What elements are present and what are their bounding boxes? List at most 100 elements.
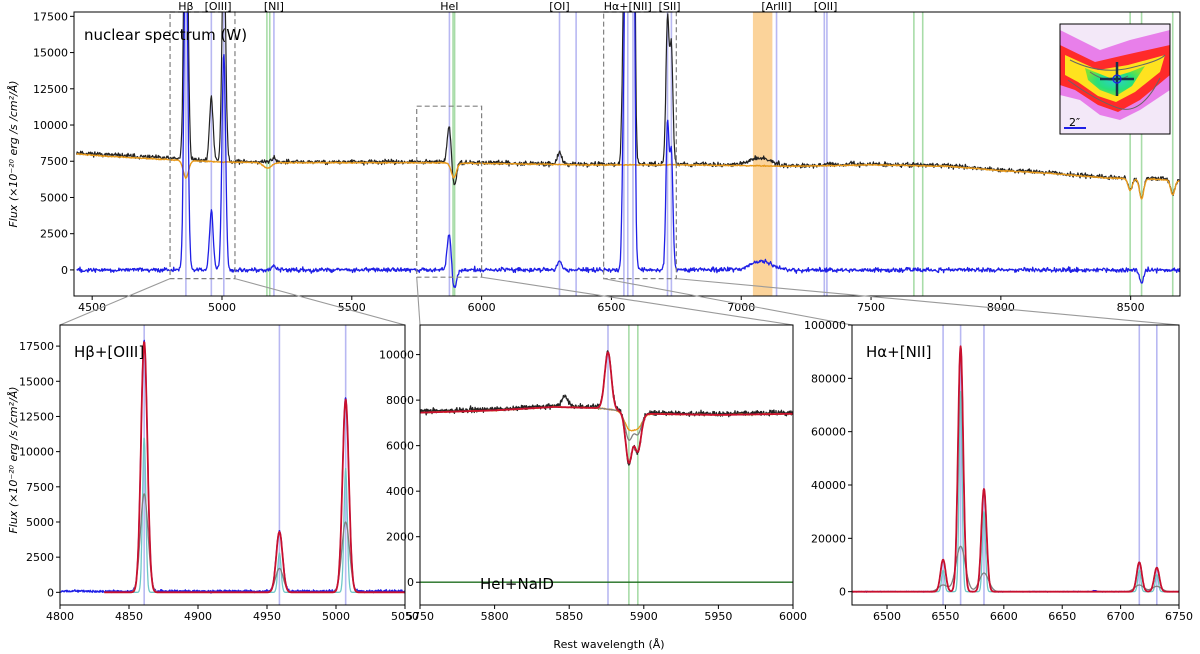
inset-core-region	[1085, 66, 1145, 96]
galaxy-map-inset: 2″	[1059, 23, 1171, 135]
line-label: [OII]	[814, 0, 838, 13]
line-label: HeI	[440, 0, 458, 13]
zoom-connector-right	[481, 276, 794, 326]
x-tick-label: 6600	[990, 610, 1018, 623]
y-tick-label: 0	[407, 576, 414, 589]
top-frame	[73, 11, 1181, 297]
y-tick-label: 15000	[33, 47, 68, 60]
x-tick-label: 5900	[630, 610, 658, 623]
x-tick-label: 4800	[46, 610, 74, 623]
y-tick-label: 12500	[33, 83, 68, 96]
top-panel-title: nuclear spectrum (W)	[84, 26, 247, 44]
zoom-connector-left	[416, 277, 421, 326]
inset-contour-2	[1067, 77, 1161, 110]
bottom-x-axis-label: Rest wavelength (Å)	[553, 638, 664, 651]
y-tick-label: 40000	[811, 479, 846, 492]
x-tick-label: 6000	[468, 301, 496, 314]
y-tick-label: 5000	[40, 191, 68, 204]
x-tick-label: 4900	[184, 610, 212, 623]
hei_naid-title: HeI+NaID	[480, 575, 554, 593]
y-tick-label: 2500	[26, 551, 54, 564]
y-tick-label: 6000	[386, 440, 414, 453]
inset-scale-label: 2″	[1069, 116, 1080, 129]
x-tick-label: 4500	[78, 301, 106, 314]
hei-naid-panel: 5750 5800 5850 5900 5950 6000 0 2000 4000 6000 800…	[379, 324, 807, 623]
line-markers	[185, 12, 1174, 296]
masked-region	[752, 12, 773, 296]
line-markers	[942, 325, 1158, 605]
line-label: [NI]	[264, 0, 284, 13]
y-tick-label: 0	[839, 586, 846, 599]
x-tick-label: 6000	[779, 610, 807, 623]
hb_oiii-frame	[59, 324, 406, 606]
residual-spectrum-line	[76, 12, 1180, 288]
x-tick-label: 5000	[322, 610, 350, 623]
x-tick-label: 5950	[704, 610, 732, 623]
x-tick-label: 5050	[391, 610, 419, 623]
hei_naid-plot-area	[420, 325, 793, 605]
stellar-fit-line	[76, 152, 1180, 200]
nuclear-spectrum-panel: 4500 5000 5500 6000 6500 7000 7500 8000 8500 0 250…	[33, 0, 1181, 314]
ha_nii-frame	[851, 324, 1180, 606]
zoom-connector-right	[234, 278, 406, 326]
bottom-y-axis-label: Flux (×10⁻²⁰ erg /s /cm²/Å)	[7, 386, 20, 533]
x-tick-label: 5750	[406, 610, 434, 623]
zoom-connector-left	[603, 278, 853, 326]
y-tick-label: 7500	[26, 481, 54, 494]
total_fit-line	[103, 341, 405, 594]
x-tick-label: 6700	[1107, 610, 1135, 623]
x-tick-label: 5000	[208, 301, 236, 314]
x-tick-label: 7000	[727, 301, 755, 314]
hei_naid-frame	[419, 324, 794, 606]
y-tick-label: 17500	[33, 10, 68, 23]
y-tick-label: 5000	[26, 516, 54, 529]
y-tick-label: 0	[47, 586, 54, 599]
y-tick-label: 2000	[386, 531, 414, 544]
x-tick-label: 7500	[857, 301, 885, 314]
y-tick-label: 2500	[40, 228, 68, 241]
line-label: [OIII]	[205, 0, 232, 13]
hb-oiii-panel: 4800 4850 4900 4950 5000 5050 0 2500 5000 7500 100…	[19, 324, 419, 623]
x-tick-label: 6500	[597, 301, 625, 314]
x-tick-label: 6500	[873, 610, 901, 623]
x-tick-label: 8000	[987, 301, 1015, 314]
y-tick-label: 10000	[33, 119, 68, 132]
zoom-connector-right	[676, 278, 1180, 326]
y-tick-label: 60000	[811, 426, 846, 439]
hb_oiii-plot-area	[60, 325, 405, 605]
ha-nii-panel: 6500 6550 6600 6650 6700 6750 0 20000 40000 60000…	[804, 319, 1193, 623]
line-markers	[143, 325, 347, 605]
inset-aperture	[1112, 74, 1122, 84]
x-tick-label: 6550	[931, 610, 959, 623]
y-tick-label: 0	[61, 264, 68, 277]
inset-contour-1	[1069, 54, 1166, 71]
total_fit-line	[852, 345, 1179, 593]
top-y-axis-label: Flux (×10⁻²⁰ erg /s /cm²/Å)	[7, 80, 20, 227]
line-label: [OI]	[549, 0, 570, 13]
line-label: [SII]	[659, 0, 681, 13]
zoom-connector-left	[59, 278, 171, 326]
x-tick-label: 5850	[555, 610, 583, 623]
line-label: [ArIII]	[761, 0, 791, 13]
line-label: Hβ	[178, 0, 193, 13]
x-tick-label: 5800	[481, 610, 509, 623]
x-tick-label: 4950	[253, 610, 281, 623]
y-tick-label: 10000	[19, 446, 54, 459]
y-tick-label: 15000	[19, 375, 54, 388]
total_fit-line	[420, 351, 793, 464]
y-tick-label: 4000	[386, 485, 414, 498]
hb_oiii-title: Hβ+[OIII]	[74, 343, 144, 361]
line-label: Hα+[NII]	[604, 0, 652, 13]
x-tick-label: 6650	[1048, 610, 1076, 623]
y-tick-label: 7500	[40, 155, 68, 168]
y-tick-label: 12500	[19, 410, 54, 423]
y-tick-label: 17500	[19, 340, 54, 353]
ha_nii-title: Hα+[NII]	[866, 343, 932, 361]
y-tick-label: 100000	[804, 319, 846, 332]
y-tick-label: 8000	[386, 394, 414, 407]
x-tick-label: 5500	[338, 301, 366, 314]
x-tick-label: 8500	[1117, 301, 1145, 314]
y-tick-label: 10000	[379, 349, 414, 362]
y-tick-label: 20000	[811, 532, 846, 545]
